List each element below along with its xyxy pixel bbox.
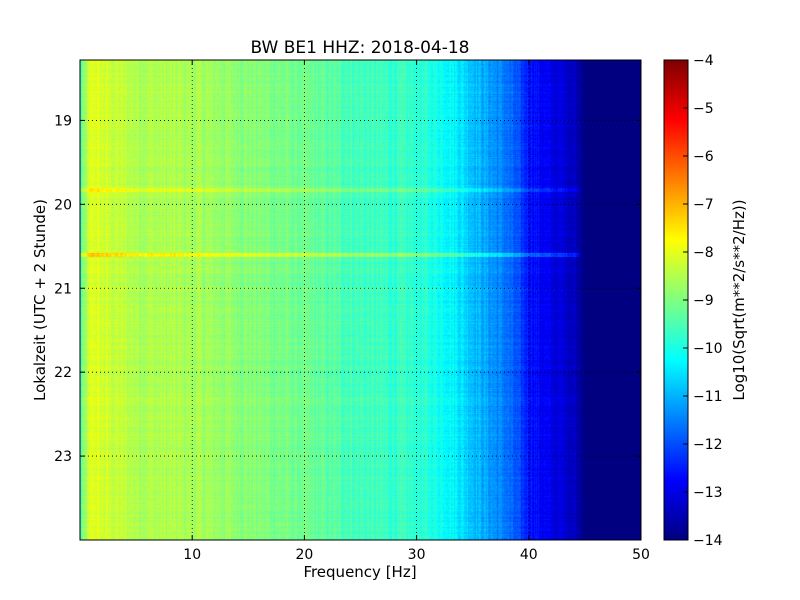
y-axis-label: Lokalzeit (UTC + 2 Stunde) — [31, 199, 49, 401]
y-tick-label: 22 — [54, 365, 72, 381]
colorbar-tick-label: −12 — [693, 437, 723, 453]
colorbar-tick-label: −11 — [693, 389, 723, 405]
colorbar-tick-label: −10 — [693, 341, 723, 357]
colorbar-ticks: −4 −5 −6 −7 −8 −9 −10 −11 −12 −13 −14 — [683, 53, 723, 549]
heatmap-image — [80, 60, 641, 540]
y-tick-label: 19 — [54, 113, 72, 129]
x-tick-label: 20 — [295, 547, 313, 563]
x-tick-label: 50 — [632, 547, 650, 563]
heatmap-canvas — [80, 60, 641, 540]
chart-title: BW BE1 HHZ: 2018-04-18 — [250, 38, 469, 58]
colorbar-tick-label: −13 — [693, 485, 723, 501]
x-tick-label: 40 — [520, 547, 538, 563]
colorbar-tick-label: −14 — [693, 533, 723, 549]
plot-frame — [79, 59, 642, 541]
colorbar: −4 −5 −6 −7 −8 −9 −10 −11 −12 −13 −14 Log10(Sqrt(m… — [663, 53, 748, 549]
colorbar-tick-label: −7 — [693, 197, 714, 213]
x-axis-label: Frequency [Hz] — [303, 563, 416, 581]
y-tick-label: 20 — [54, 197, 72, 213]
x-axis-ticks: 10 20 30 40 50 — [183, 60, 650, 563]
colorbar-label: Log10(Sqrt(m**2/s**2/Hz)) — [730, 199, 748, 400]
colorbar-tick-label: −6 — [693, 149, 714, 165]
colorbar-tick-label: −8 — [693, 245, 714, 261]
y-tick-label: 21 — [54, 281, 72, 297]
grid-lines — [80, 60, 641, 540]
y-axis-ticks: 19 20 21 22 23 — [54, 113, 641, 465]
y-tick-label: 23 — [54, 449, 72, 465]
x-tick-label: 30 — [408, 547, 426, 563]
x-tick-label: 10 — [183, 547, 201, 563]
colorbar-tick-label: −4 — [693, 53, 714, 69]
colorbar-tick-label: −5 — [693, 101, 714, 117]
colorbar-tick-label: −9 — [693, 293, 714, 309]
